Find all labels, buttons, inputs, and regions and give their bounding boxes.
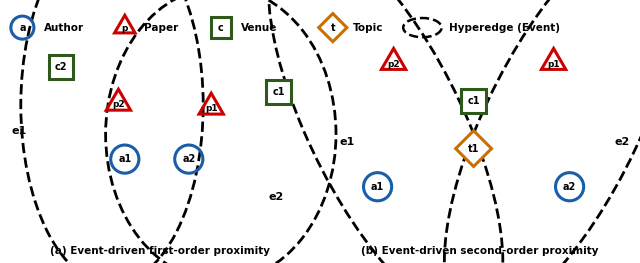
- Text: Paper: Paper: [144, 23, 179, 33]
- Text: p2: p2: [112, 100, 125, 109]
- FancyBboxPatch shape: [211, 17, 231, 38]
- Text: (b) Event-driven second-order proximity: (b) Event-driven second-order proximity: [361, 246, 599, 256]
- Text: Author: Author: [44, 23, 84, 33]
- FancyBboxPatch shape: [49, 55, 73, 79]
- Text: p: p: [122, 24, 128, 33]
- Text: t1: t1: [468, 144, 479, 154]
- Text: e2: e2: [269, 192, 284, 202]
- Text: a2: a2: [563, 182, 576, 192]
- Text: p2: p2: [387, 60, 400, 69]
- Text: c: c: [218, 23, 223, 33]
- Text: e1: e1: [12, 126, 27, 136]
- Text: Hyperedge (Event): Hyperedge (Event): [449, 23, 560, 33]
- Polygon shape: [456, 131, 492, 166]
- Text: Topic: Topic: [353, 23, 384, 33]
- Text: c1: c1: [272, 87, 285, 97]
- Text: c1: c1: [467, 96, 480, 106]
- Text: t: t: [330, 23, 335, 33]
- Text: Venue: Venue: [241, 23, 278, 33]
- Text: p1: p1: [205, 104, 218, 113]
- Text: (a) Event-driven first-order proximity: (a) Event-driven first-order proximity: [50, 246, 270, 256]
- Text: a1: a1: [371, 182, 384, 192]
- Text: p1: p1: [547, 60, 560, 69]
- Text: a1: a1: [118, 154, 131, 164]
- Text: a: a: [19, 23, 26, 33]
- FancyBboxPatch shape: [461, 89, 486, 113]
- Text: e2: e2: [614, 137, 630, 147]
- Polygon shape: [319, 13, 347, 42]
- Text: e1: e1: [339, 137, 355, 147]
- Text: c2: c2: [54, 62, 67, 72]
- Text: a2: a2: [182, 154, 195, 164]
- FancyBboxPatch shape: [266, 80, 291, 104]
